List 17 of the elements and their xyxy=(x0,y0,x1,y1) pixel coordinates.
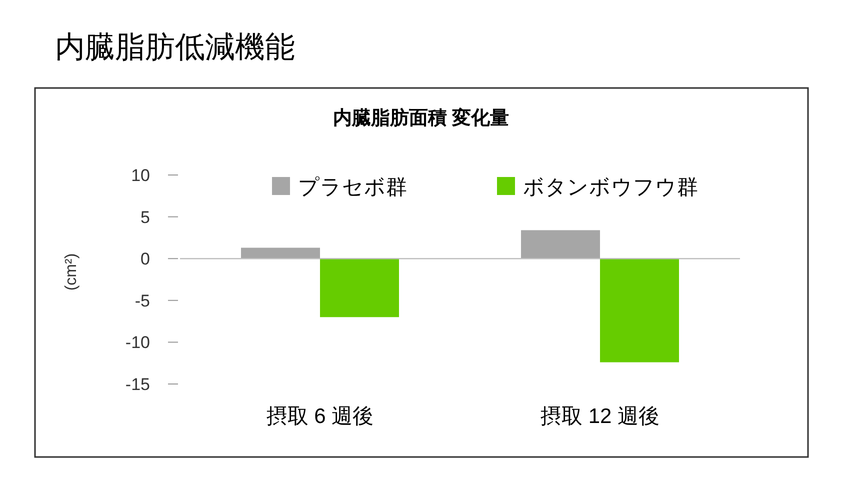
bar xyxy=(600,258,679,362)
y-axis-title: (cm²) xyxy=(63,253,80,291)
y-tick-label: 5 xyxy=(140,208,150,227)
y-tick-label: 0 xyxy=(140,250,150,269)
y-tick-label: -10 xyxy=(125,333,150,352)
y-tick-label: 10 xyxy=(131,166,150,185)
bar xyxy=(521,230,600,259)
x-tick-label: 摂取 6 週後 xyxy=(266,405,374,428)
chart-subtitle: 内臓脂肪面積 変化量 xyxy=(332,107,510,129)
y-tick-label: -5 xyxy=(134,291,150,310)
chart-title: 内臓脂肪低減機能 xyxy=(55,31,295,64)
legend-label: プラセボ群 xyxy=(298,176,407,199)
legend-label: ボタンボウフウ群 xyxy=(523,176,698,199)
x-tick-label: 摂取 12 週後 xyxy=(540,405,660,428)
bar xyxy=(320,258,399,318)
y-tick-label: -15 xyxy=(125,375,150,394)
bar xyxy=(241,248,320,259)
